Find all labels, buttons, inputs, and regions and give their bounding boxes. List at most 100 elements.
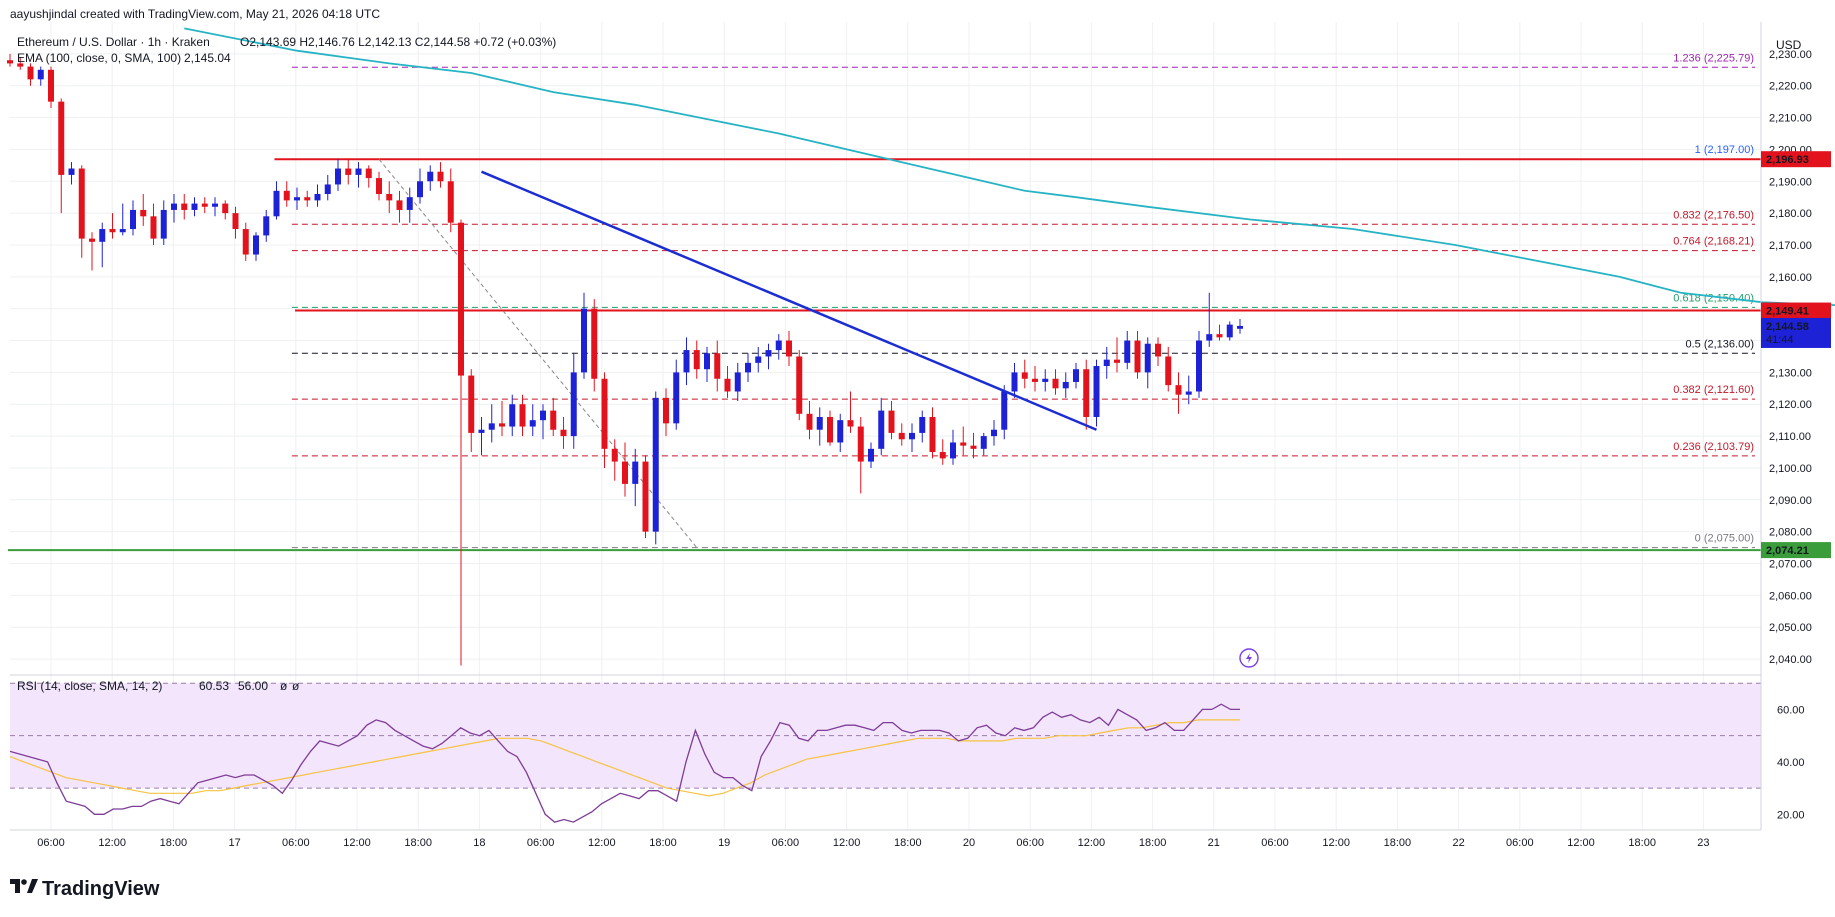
candle-body <box>499 423 505 427</box>
last-price-label: 2,144.58 <box>1766 321 1809 333</box>
symbol-title: Ethereum / U.S. Dollar · 1h · Kraken <box>17 35 210 49</box>
price-tick-label: 2,130.00 <box>1769 367 1812 379</box>
candle-body <box>591 308 598 379</box>
ema-legend-label[interactable]: EMA (100, close, 0, SMA, 100) <box>17 51 181 65</box>
candle-body <box>68 168 75 175</box>
candle-body <box>642 461 649 532</box>
price-tick-label: 2,070.00 <box>1769 559 1812 571</box>
price-tick-label: 2,220.00 <box>1769 81 1812 93</box>
candle-body <box>119 229 126 233</box>
fib-level-label: 0.236 (2,103.79) <box>1673 441 1754 453</box>
candle-body <box>950 442 956 459</box>
candle-body <box>447 181 454 223</box>
candle-body <box>1042 378 1049 382</box>
tradingview-logo-icon <box>10 879 38 893</box>
fib-retracement[interactable]: 1.236 (2,225.79) 1 (2,197.00) 0.832 (2,176… <box>291 52 1755 549</box>
rsi-legend-extra-1: ø <box>280 679 288 693</box>
candle-body <box>786 340 792 357</box>
price-tick-label: 2,120.00 <box>1769 399 1812 411</box>
price-axis[interactable]: 2,040.00 2,050.00 2,060.00 2,070.00 2,080.00… <box>1769 49 1812 666</box>
candle-body <box>304 197 311 201</box>
rsi-legend-value: 60.53 <box>199 679 229 693</box>
candle-body <box>960 442 967 446</box>
time-axis[interactable]: 06:00 12:00 18:00 17 06:00 12:00 18:00 18 06:00 1… <box>37 837 1709 849</box>
candle-body <box>806 413 813 430</box>
time-tick-label: 17 <box>228 837 240 849</box>
time-tick-label: 18:00 <box>404 837 432 849</box>
candle-body <box>714 353 721 379</box>
fib-level-label: 0.764 (2,168.21) <box>1673 236 1754 248</box>
ohlc-values: O2,143.69 H2,146.76 L2,142.13 C2,144.58 … <box>240 35 556 49</box>
time-tick-label: 12:00 <box>343 837 371 849</box>
candle-body <box>939 452 946 459</box>
candle-body <box>345 168 352 175</box>
candle-body <box>857 426 864 462</box>
time-tick-label: 18:00 <box>1628 837 1656 849</box>
candle-body <box>581 308 587 373</box>
price-tag-bg <box>1761 151 1831 168</box>
time-tick-label: 06:00 <box>772 837 800 849</box>
candle-body <box>888 410 895 433</box>
replay-lightning-icon[interactable] <box>1239 648 1259 668</box>
horizontal-levels[interactable] <box>8 158 1761 552</box>
candle-body <box>58 101 65 175</box>
time-tick-label: 12:00 <box>833 837 861 849</box>
candle-body <box>109 229 116 233</box>
candle-body <box>652 397 659 532</box>
candle-body <box>693 350 700 370</box>
candle-body <box>253 235 259 255</box>
price-tick-label: 2,080.00 <box>1769 527 1812 539</box>
rsi-legend-sma: 56.00 <box>238 679 268 693</box>
candle-body <box>376 178 382 195</box>
trendline[interactable] <box>481 170 1097 431</box>
candle-body <box>283 190 290 201</box>
time-tick-label: 06:00 <box>282 837 310 849</box>
candle-body <box>201 203 208 207</box>
candle-body <box>540 410 546 421</box>
price-tick-label: 2,170.00 <box>1769 240 1812 252</box>
fib-level-label: 0.5 (2,136.00) <box>1686 338 1755 350</box>
candle-body <box>673 372 680 424</box>
candle-body <box>1103 359 1110 367</box>
candle-body <box>1237 325 1243 329</box>
candle-body <box>509 404 516 427</box>
price-tick-label: 2,050.00 <box>1769 622 1812 634</box>
ema-legend-value: 2,145.04 <box>184 51 231 65</box>
price-tick-label: 2,090.00 <box>1769 495 1812 507</box>
candle-body <box>1093 366 1100 417</box>
rsi-legend-label[interactable]: RSI (14, close, SMA, 14, 2) <box>17 679 162 693</box>
price-tag-label: 2,196.93 <box>1766 154 1809 166</box>
candle-body <box>1114 359 1120 363</box>
time-tick-label: 06:00 <box>1016 837 1044 849</box>
candle-body <box>1021 372 1028 379</box>
time-tick-label: 12:00 <box>1078 837 1106 849</box>
last-price-tag-bg <box>1761 317 1831 348</box>
candle-body <box>1052 378 1059 389</box>
candle-body <box>980 436 987 449</box>
time-tick-label: 12:00 <box>1567 837 1595 849</box>
candle-body <box>601 378 608 449</box>
rsi-tick-label: 20.00 <box>1777 809 1805 821</box>
currency-label[interactable]: USD <box>1776 38 1802 52</box>
time-tick-label: 18:00 <box>1384 837 1412 849</box>
candle-body <box>847 420 854 427</box>
candle-body <box>724 378 731 392</box>
candle-body <box>7 60 13 64</box>
candle-body <box>427 171 434 182</box>
candle-body <box>365 168 372 179</box>
candle-body <box>1073 369 1079 382</box>
candle-body <box>355 168 362 175</box>
candle-body <box>1216 334 1223 338</box>
candle-body <box>324 184 331 195</box>
time-tick-label: 12:00 <box>588 837 616 849</box>
candle-body <box>468 375 475 433</box>
ema-line <box>184 27 1835 307</box>
rsi-tick-label: 40.00 <box>1777 757 1805 769</box>
bar-countdown-label: 41:44 <box>1766 334 1794 346</box>
price-tick-label: 2,180.00 <box>1769 208 1812 220</box>
candle-body <box>273 190 280 217</box>
candle-body <box>140 209 147 217</box>
price-tick-label: 2,210.00 <box>1769 113 1812 125</box>
